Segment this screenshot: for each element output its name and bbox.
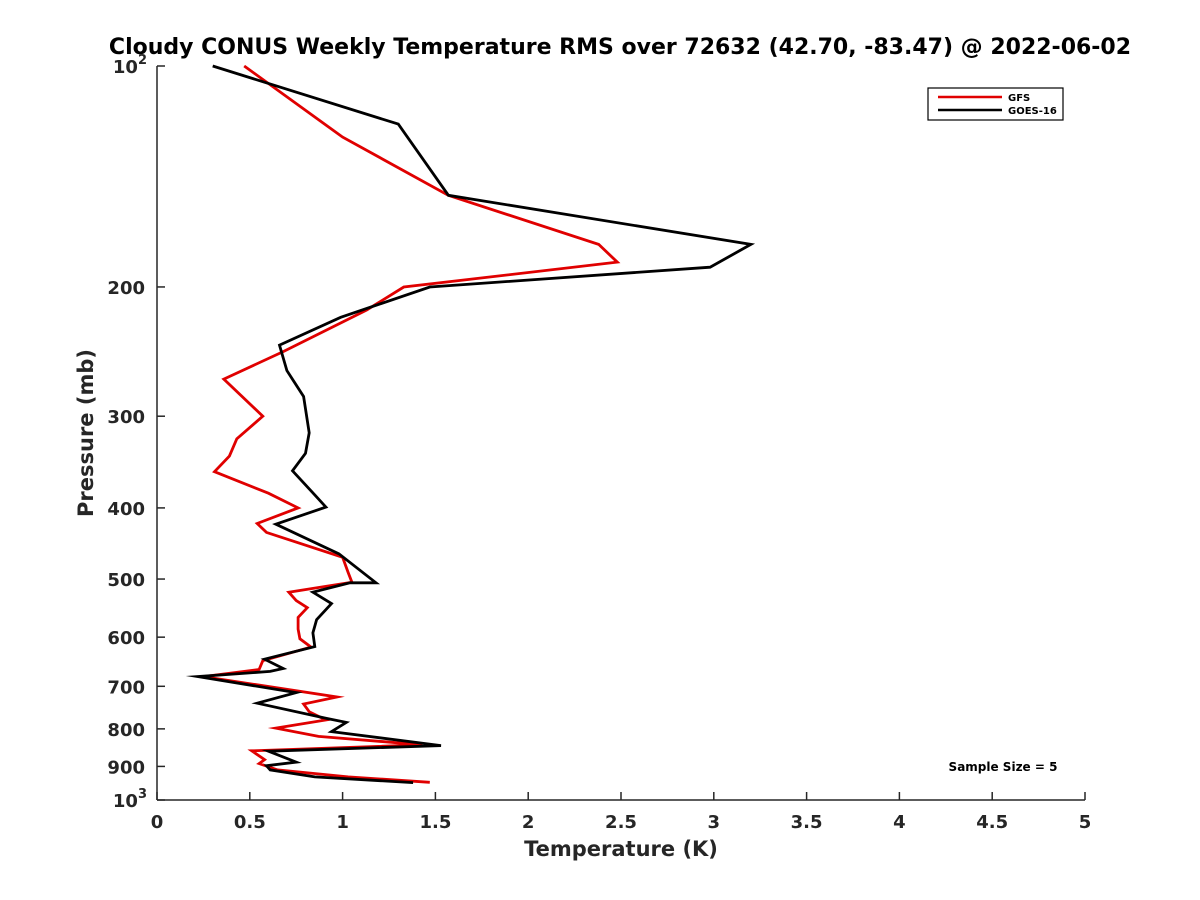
x-tick-label: 2 [522, 812, 535, 833]
x-tick-label: 4 [893, 812, 906, 833]
x-tick-label: 1 [336, 812, 349, 833]
y-tick-exponent: 2 [138, 53, 147, 68]
x-tick-label: 0.5 [234, 812, 266, 833]
y-tick-label: 500 [107, 570, 145, 591]
y-tick-label: 800 [107, 720, 145, 741]
series-line-gfs [193, 64, 621, 784]
x-tick-label: 2.5 [605, 812, 637, 833]
y-tick-label: 400 [107, 499, 145, 520]
x-ticks: 0 0.5 1 1.5 2 2.5 3 3.5 4 4.5 5 [151, 792, 1092, 833]
y-tick-label: 300 [107, 407, 145, 428]
y-tick-label: 102 [113, 53, 147, 78]
legend: GFS GOES-16 [927, 87, 1064, 121]
y-tick-base: 10 [113, 57, 138, 78]
y-axis-label: Pressure (mb) [74, 349, 98, 517]
y-tick-label: 700 [107, 677, 145, 698]
x-tick-label: 4.5 [976, 812, 1008, 833]
x-tick-label: 3 [708, 812, 721, 833]
legend-box [927, 87, 1064, 121]
y-tick-base: 10 [113, 791, 138, 812]
y-tick-exponent: 3 [138, 787, 147, 802]
y-tick-label: 600 [107, 628, 145, 649]
legend-label-goes16: GOES-16 [1008, 106, 1057, 117]
y-tick-label: 200 [107, 278, 145, 299]
x-tick-label: 5 [1079, 812, 1092, 833]
x-axis-label: Temperature (K) [524, 837, 718, 861]
chart-title: Cloudy CONUS Weekly Temperature RMS over… [109, 35, 1131, 60]
series-line-goes16 [185, 64, 756, 784]
x-tick-label: 1.5 [419, 812, 451, 833]
y-tick-label: 900 [107, 757, 145, 778]
x-tick-label: 0 [151, 812, 164, 833]
legend-label-gfs: GFS [1008, 93, 1030, 104]
series-layer [185, 64, 756, 784]
sample-size-annotation: Sample Size = 5 [949, 760, 1058, 774]
x-tick-label: 3.5 [791, 812, 823, 833]
y-tick-label: 103 [113, 787, 147, 812]
